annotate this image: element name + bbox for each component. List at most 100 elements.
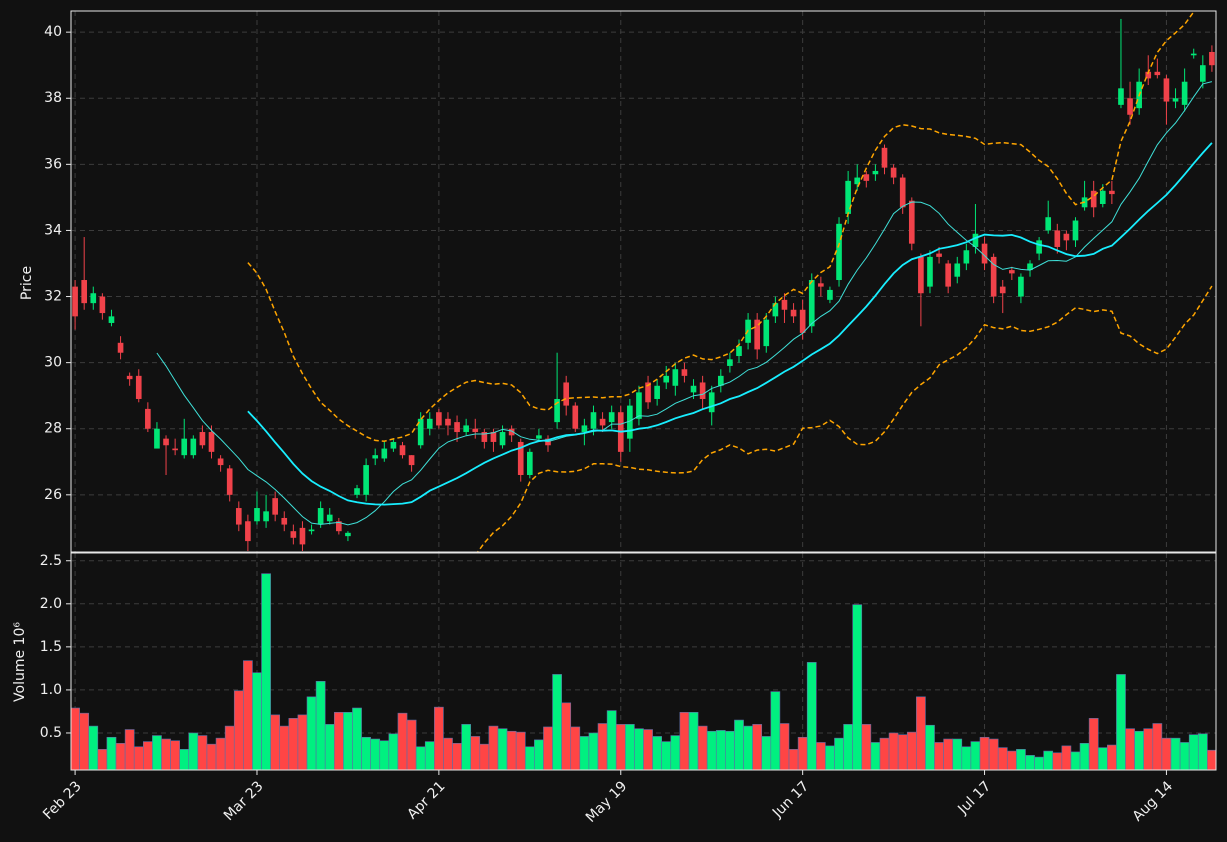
volume-bar bbox=[506, 730, 517, 770]
volume-bar bbox=[524, 746, 535, 770]
volume-bar bbox=[861, 724, 872, 770]
volume-bar bbox=[943, 738, 954, 770]
volume-bar bbox=[515, 731, 526, 770]
volume-bar bbox=[688, 712, 699, 770]
volume-bar bbox=[1188, 734, 1199, 770]
volume-bar bbox=[615, 724, 626, 770]
volume-bar bbox=[106, 736, 117, 770]
volume-bar bbox=[443, 737, 453, 770]
volume-bar bbox=[243, 660, 253, 770]
candle-body bbox=[717, 375, 724, 386]
candle-body bbox=[945, 263, 951, 287]
volume-tick-label: 0.5 bbox=[40, 725, 62, 741]
candle-body bbox=[317, 508, 324, 525]
candle-body bbox=[390, 441, 397, 449]
volume-bar bbox=[297, 714, 308, 770]
y-tick-label: 28 bbox=[44, 421, 62, 437]
volume-bar bbox=[497, 728, 508, 770]
candle-body bbox=[663, 375, 670, 383]
candle-body bbox=[235, 508, 242, 525]
candle-body bbox=[336, 521, 342, 532]
candle-body bbox=[1054, 230, 1061, 247]
volume-bar bbox=[1170, 737, 1181, 770]
y-tick-label: 36 bbox=[44, 156, 62, 172]
candle-body bbox=[990, 256, 997, 297]
volume-axis-label: Volume 10⁶ bbox=[12, 622, 28, 702]
candle-body bbox=[699, 382, 706, 399]
candle-body bbox=[272, 498, 278, 515]
y-tick-label: 26 bbox=[44, 487, 62, 503]
candle-body bbox=[117, 342, 124, 353]
volume-bar bbox=[652, 736, 662, 770]
volume-bar bbox=[197, 735, 208, 770]
volume-bar bbox=[870, 742, 881, 770]
y-axis-label: Price bbox=[19, 266, 35, 300]
candle-body bbox=[1127, 98, 1133, 115]
candle-body bbox=[172, 448, 178, 451]
volume-bar bbox=[679, 712, 690, 770]
candle-body bbox=[872, 170, 879, 175]
volume-bar bbox=[270, 714, 281, 770]
candle-body bbox=[554, 398, 560, 423]
candle-body bbox=[854, 177, 861, 185]
candle-body bbox=[354, 488, 360, 495]
candle-body bbox=[1163, 78, 1170, 102]
candle-body bbox=[81, 280, 88, 304]
volume-tick-label: 1.0 bbox=[40, 682, 62, 698]
candle-body bbox=[135, 375, 142, 399]
volume-bar bbox=[452, 743, 462, 770]
candle-body bbox=[836, 223, 842, 281]
candle-body bbox=[799, 309, 806, 333]
y-tick-label: 32 bbox=[44, 289, 62, 305]
candle-body bbox=[581, 425, 588, 433]
volume-bar bbox=[306, 696, 317, 770]
volume-bar bbox=[1097, 747, 1108, 770]
volume-bar bbox=[1179, 742, 1190, 770]
volume-bar bbox=[233, 690, 244, 770]
candle-body bbox=[372, 455, 379, 459]
volume-bar bbox=[715, 730, 726, 770]
candle-body bbox=[199, 432, 206, 446]
volume-bar bbox=[1197, 733, 1208, 770]
volume-bar bbox=[770, 691, 781, 770]
volume-bar bbox=[143, 741, 153, 770]
candle-body bbox=[290, 531, 297, 538]
volume-bar bbox=[879, 737, 890, 770]
volume-bar bbox=[161, 738, 171, 770]
volume-bar bbox=[488, 725, 499, 770]
moving-average bbox=[156, 81, 1213, 526]
candle-body bbox=[1009, 270, 1015, 274]
volume-bar bbox=[752, 724, 763, 770]
volume-bar bbox=[1107, 744, 1117, 770]
candle-body bbox=[363, 465, 369, 495]
volume-bar bbox=[470, 736, 481, 770]
candle-body bbox=[263, 511, 269, 522]
candle-body bbox=[645, 382, 651, 403]
candle-body bbox=[1027, 263, 1033, 271]
volume-bar bbox=[952, 738, 963, 770]
candle-body bbox=[708, 392, 715, 413]
candle-body bbox=[681, 369, 688, 376]
candle-body bbox=[181, 438, 188, 456]
volume-bar bbox=[588, 732, 599, 770]
volume-frame bbox=[70, 552, 1217, 771]
candle-body bbox=[190, 438, 197, 456]
volume-bar bbox=[815, 742, 826, 770]
volume-bar bbox=[561, 702, 572, 770]
candle-body bbox=[463, 425, 469, 433]
volume-tick-label: 2.0 bbox=[40, 596, 62, 612]
volume-bar bbox=[597, 723, 608, 770]
volume-bar bbox=[552, 674, 562, 770]
candle-body bbox=[145, 408, 151, 429]
volume-bar bbox=[1143, 728, 1154, 770]
candle-body bbox=[972, 233, 979, 247]
volume-bar bbox=[634, 728, 644, 770]
candle-body bbox=[208, 432, 215, 452]
candle-body bbox=[163, 438, 169, 446]
candle-body bbox=[608, 412, 615, 423]
candle-body bbox=[636, 392, 642, 419]
volume-bar bbox=[424, 741, 435, 770]
volume-bar bbox=[934, 742, 944, 770]
candle-body bbox=[126, 375, 133, 380]
